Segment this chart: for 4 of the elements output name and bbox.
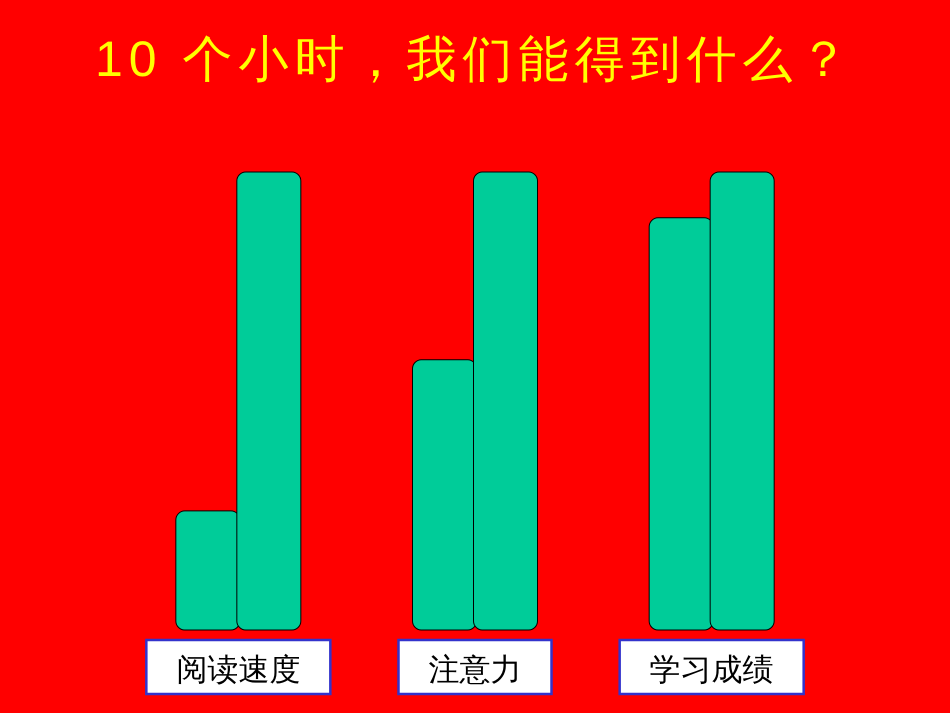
x-tick-label: 阅读速度 bbox=[176, 652, 300, 687]
chart-title: 10 个小时，我们能得到什么？ bbox=[95, 31, 855, 87]
x-tick-label: 学习成绩 bbox=[650, 652, 774, 687]
x-tick-label: 注意力 bbox=[428, 652, 522, 687]
